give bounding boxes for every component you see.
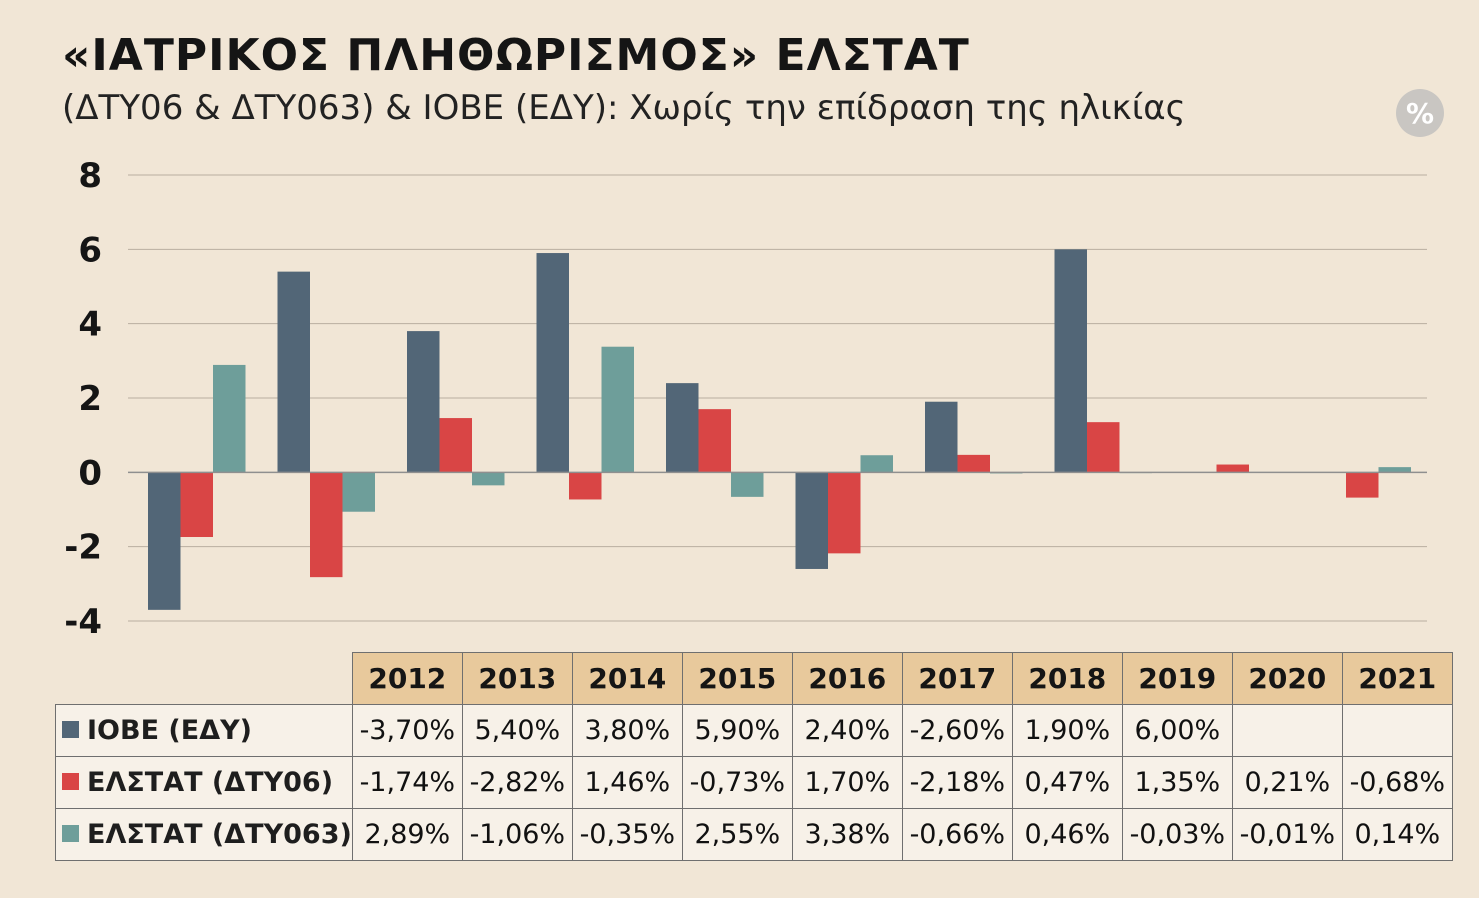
- y-tick-label: 4: [78, 305, 102, 345]
- table-year-header: 2017: [901, 652, 1013, 705]
- bar-2013-series-1: [277, 271, 310, 473]
- bar-2016-series-3: [731, 472, 764, 497]
- bar-2018-series-1: [925, 401, 958, 473]
- table-year-header: 2021: [1341, 652, 1453, 705]
- table-cell: 3,38%: [791, 808, 903, 861]
- table-cell: 1,35%: [1121, 756, 1233, 809]
- table-year-header: 2018: [1011, 652, 1123, 705]
- table-cell: -0,66%: [901, 808, 1013, 861]
- chart-subtitle: (ΔΤΥ06 & ΔΤΥ063) & ΙΟΒΕ (ΕΔΥ): Χωρίς την…: [62, 88, 1186, 128]
- bar-2017-series-2: [828, 472, 861, 554]
- bar-2019-series-1: [1054, 249, 1087, 473]
- bar-2014-series-2: [439, 418, 472, 473]
- table-cell: -0,01%: [1231, 808, 1343, 861]
- table-cell: [1231, 704, 1343, 757]
- table-cell: -2,18%: [901, 756, 1013, 809]
- bar-2013-series-3: [342, 472, 375, 512]
- chart-title: «ΙΑΤΡΙΚΟΣ ΠΛΗΘΩΡΙΣΜΟΣ» ΕΛΣΤΑΤ: [62, 30, 970, 81]
- y-tick-label: 2: [78, 379, 102, 419]
- y-tick-label: -2: [64, 528, 102, 568]
- bar-2017-series-3: [860, 455, 893, 473]
- table-row: ΕΛΣΤΑΤ (ΔΤΥ06) -1,74% -2,82% 1,46% -0,73% 1,7…: [55, 756, 1453, 809]
- series-legend-label: ΕΛΣΤΑΤ (ΔΤΥ063): [55, 808, 353, 861]
- table-cell: 5,90%: [681, 704, 793, 757]
- table-cell: -0,03%: [1121, 808, 1233, 861]
- bar-2019-series-2: [1087, 422, 1120, 473]
- table-corner: [55, 652, 353, 705]
- table-cell: 0,21%: [1231, 756, 1343, 809]
- table-cell: 0,47%: [1011, 756, 1123, 809]
- table-row: ΕΛΣΤΑΤ (ΔΤΥ063) 2,89% -1,06% -0,35% 2,55% 3,3…: [55, 808, 1453, 861]
- y-tick-label: 0: [78, 453, 102, 493]
- bar-2012-series-3: [213, 364, 246, 473]
- table-cell: -0,35%: [571, 808, 683, 861]
- data-table: 2012 2013 2014 2015 2016 2017 2018 2019 2020 2021…: [55, 652, 1453, 861]
- table-year-header: 2014: [571, 652, 683, 705]
- bars: [148, 249, 1411, 610]
- legend-swatch: [62, 721, 79, 738]
- bar-2014-series-1: [407, 331, 440, 473]
- table-row: ΙΟΒΕ (ΕΔΥ) -3,70% 5,40% 3,80% 5,90% 2,40% -2,6…: [55, 704, 1453, 757]
- table-cell: -1,74%: [351, 756, 463, 809]
- table-year-header: 2016: [791, 652, 903, 705]
- table-cell: 6,00%: [1121, 704, 1233, 757]
- table-cell: 3,80%: [571, 704, 683, 757]
- bar-2012-series-2: [180, 472, 213, 538]
- bar-2013-series-2: [310, 472, 343, 578]
- table-cell: [1341, 704, 1453, 757]
- table-cell: -2,60%: [901, 704, 1013, 757]
- series-name: ΕΛΣΤΑΤ (ΔΤΥ06): [87, 767, 334, 798]
- y-tick-label: 8: [78, 156, 102, 196]
- table-cell: -2,82%: [461, 756, 573, 809]
- table-year-header: 2019: [1121, 652, 1233, 705]
- table-cell: 2,55%: [681, 808, 793, 861]
- table-cell: 0,14%: [1341, 808, 1453, 861]
- table-header-row: 2012 2013 2014 2015 2016 2017 2018 2019 2020 2021: [55, 652, 1453, 705]
- chart-grid: [128, 174, 1427, 622]
- y-tick-label: -4: [64, 602, 102, 642]
- bar-2014-series-3: [472, 472, 505, 486]
- bar-2020-series-2: [1216, 464, 1249, 473]
- y-tick-label: 6: [78, 230, 102, 270]
- series-name: ΕΛΣΤΑΤ (ΔΤΥ063): [87, 819, 352, 850]
- percent-badge: %: [1396, 89, 1444, 137]
- bar-2016-series-1: [666, 383, 699, 473]
- table-cell: -1,06%: [461, 808, 573, 861]
- table-cell: -0,68%: [1341, 756, 1453, 809]
- bar-2015-series-3: [601, 346, 634, 473]
- table-cell: 2,89%: [351, 808, 463, 861]
- table-year-header: 2012: [351, 652, 463, 705]
- bar-chart: 8 6 4 2 0 -2 -4: [64, 156, 1427, 642]
- bar-2016-series-2: [698, 409, 731, 473]
- table-cell: 0,46%: [1011, 808, 1123, 861]
- bar-2021-series-3: [1378, 467, 1411, 473]
- table-year-header: 2015: [681, 652, 793, 705]
- table-cell: 1,46%: [571, 756, 683, 809]
- series-legend-label: ΕΛΣΤΑΤ (ΔΤΥ06): [55, 756, 353, 809]
- legend-swatch: [62, 773, 79, 790]
- bar-2015-series-2: [569, 472, 602, 500]
- table-cell: 1,90%: [1011, 704, 1123, 757]
- bar-2018-series-2: [957, 454, 990, 473]
- bar-2017-series-1: [795, 472, 828, 569]
- legend-swatch: [62, 825, 79, 842]
- series-legend-label: ΙΟΒΕ (ΕΔΥ): [55, 704, 353, 757]
- series-name: ΙΟΒΕ (ΕΔΥ): [87, 715, 252, 746]
- table-cell: 1,70%: [791, 756, 903, 809]
- bar-2012-series-1: [148, 472, 181, 610]
- table-year-header: 2013: [461, 652, 573, 705]
- y-axis: 8 6 4 2 0 -2 -4: [64, 156, 102, 642]
- table-year-header: 2020: [1231, 652, 1343, 705]
- bar-2015-series-1: [536, 253, 569, 473]
- table-cell: -3,70%: [351, 704, 463, 757]
- table-cell: 5,40%: [461, 704, 573, 757]
- table-cell: 2,40%: [791, 704, 903, 757]
- table-cell: -0,73%: [681, 756, 793, 809]
- bar-2021-series-2: [1346, 472, 1379, 498]
